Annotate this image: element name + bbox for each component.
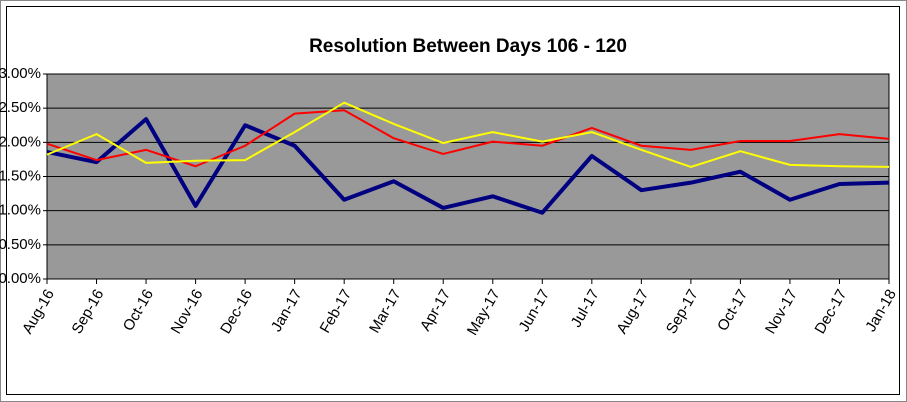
y-tick-label: 1.50% [0,167,41,184]
y-tick-label: 1.00% [0,202,41,219]
chart-title: Resolution Between Days 106 - 120 [309,36,627,57]
y-tick-label: 0.50% [0,236,41,253]
y-tick-label: 0.00% [0,270,41,287]
series-line [46,117,890,215]
y-tick-label: 2.50% [0,99,41,116]
y-tick-label: 2.00% [0,133,41,150]
plot-border [46,73,890,280]
series-line [46,101,890,168]
series-line [46,109,890,168]
y-tick-label: 3.00% [0,65,41,82]
